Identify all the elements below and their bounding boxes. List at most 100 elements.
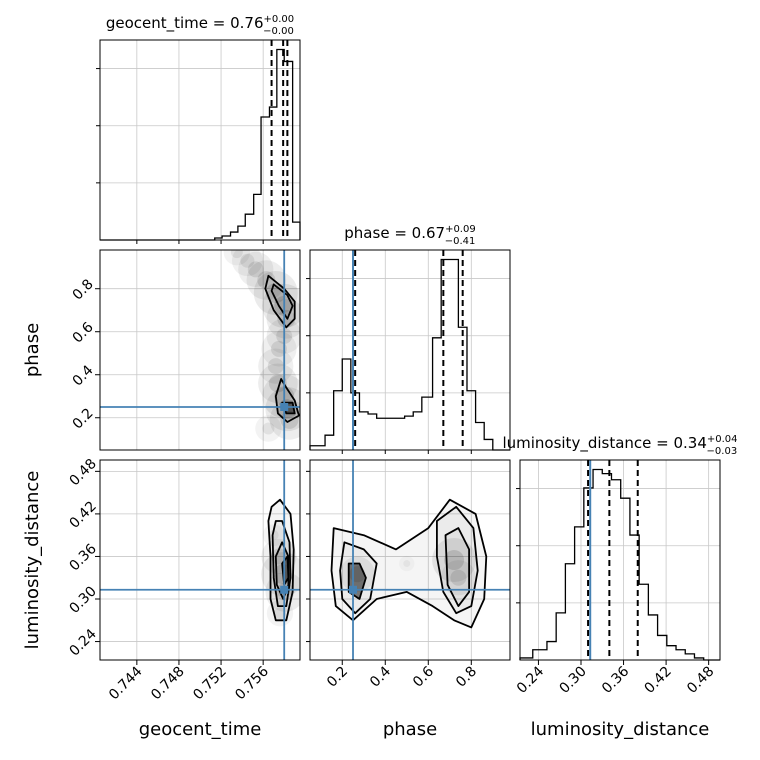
hist-bin	[547, 642, 556, 660]
density-core	[268, 374, 287, 393]
panel-frame	[309, 249, 511, 451]
2d-panel-geocent_time__luminosity_distance	[99, 459, 301, 661]
hist-bin	[387, 418, 396, 450]
density-layer	[100, 250, 300, 450]
density-core	[270, 340, 287, 357]
truth-marker	[349, 585, 358, 594]
hist-bin	[238, 226, 245, 240]
hist-step-line	[100, 48, 301, 241]
y-tick-label-phase: 0.4	[70, 362, 97, 389]
x-tick-label-geocent_time: 0.752	[190, 664, 230, 704]
density-blob	[266, 318, 300, 354]
hist-bin	[648, 615, 657, 660]
x-axis-label-geocent_time: geocent_time	[139, 719, 262, 740]
x-tick-label-geocent_time: 0.744	[106, 663, 146, 703]
hist-bin	[658, 635, 667, 660]
density-core	[267, 358, 284, 375]
hist-bin	[533, 650, 547, 660]
x-tick-label-phase: 0.6	[410, 663, 437, 690]
hist-bin	[611, 480, 620, 660]
contour-level	[444, 527, 471, 607]
panel-title-phase: phase = 0.67+0.09 −0.41	[344, 224, 475, 247]
hist-bin	[342, 359, 351, 450]
hist-panel-phase: phase = 0.67+0.09 −0.41	[306, 224, 511, 451]
2d-panel-geocent_time__phase	[99, 249, 301, 451]
hist-bin	[621, 498, 630, 660]
y-tick-label-luminosity_distance: 0.36	[66, 541, 99, 574]
density-layer	[310, 460, 510, 660]
density-blob	[262, 283, 300, 328]
density-blob	[440, 560, 476, 596]
panel-title-geocent_time: geocent_time = 0.76+0.00 −0.00	[106, 14, 294, 37]
hist-bin	[450, 260, 459, 450]
density-blob	[238, 251, 274, 287]
hist-bin	[405, 416, 414, 450]
x-tick-label-luminosity_distance: 0.24	[514, 663, 547, 696]
hist-bin	[484, 439, 493, 450]
density-blob	[253, 271, 298, 316]
hist-bin	[325, 435, 334, 450]
2d-panel-phase__luminosity_distance	[309, 459, 511, 661]
density-blob	[432, 538, 477, 582]
hist-bin	[422, 397, 433, 450]
x-axis-label-luminosity_distance: luminosity_distance	[531, 719, 710, 740]
panel-title-luminosity_distance: luminosity_distance = 0.34+0.04 −0.03	[502, 434, 737, 457]
density-core	[274, 607, 286, 620]
y-tick-label-phase: 0.6	[70, 319, 97, 346]
y-tick-label-luminosity_distance: 0.24	[66, 626, 99, 659]
hist-bin	[593, 470, 602, 660]
hist-bin	[667, 646, 676, 660]
density-core	[270, 548, 287, 565]
hist-bin	[245, 214, 253, 240]
hist-bin	[556, 613, 565, 660]
hist-bin	[254, 194, 261, 240]
y-axis-label-phase: phase	[22, 323, 43, 377]
x-tick-label-geocent_time: 0.748	[148, 664, 188, 704]
hist-bin	[261, 117, 269, 240]
hist-bin	[676, 650, 685, 660]
x-tick-label-luminosity_distance: 0.42	[642, 664, 675, 697]
hist-bin	[575, 527, 584, 660]
hist-bin	[293, 222, 300, 240]
hist-bin	[359, 412, 368, 450]
x-tick-label-phase: 0.2	[324, 664, 351, 691]
hist-bin	[396, 418, 405, 450]
hist-bin	[334, 391, 343, 450]
density-core	[240, 253, 255, 268]
x-tick-label-phase: 0.8	[453, 664, 480, 691]
x-tick-label-luminosity_distance: 0.30	[556, 664, 589, 697]
density-core	[268, 530, 279, 541]
panel-frame	[309, 459, 511, 661]
density-core	[257, 271, 276, 290]
hist-panel-geocent_time: geocent_time = 0.76+0.00 −0.00	[96, 14, 301, 241]
hist-bin	[368, 414, 377, 450]
density-layer	[100, 460, 300, 660]
density-core	[230, 250, 243, 259]
density-core	[247, 261, 264, 278]
density-blob	[258, 363, 298, 404]
hist-bin	[284, 61, 292, 240]
hist-bin	[476, 422, 485, 450]
x-tick-label-phase: 0.4	[367, 663, 394, 690]
hist-bin	[413, 412, 422, 450]
density-core	[262, 422, 275, 435]
y-tick-label-phase: 0.8	[70, 276, 97, 303]
density-blob	[246, 260, 287, 300]
density-core	[403, 560, 411, 568]
x-tick-label-luminosity_distance: 0.36	[599, 663, 632, 696]
truth-marker	[280, 585, 289, 594]
x-tick-label-luminosity_distance: 0.48	[684, 664, 717, 697]
density-core	[265, 283, 286, 304]
y-tick-label-luminosity_distance: 0.42	[66, 498, 99, 531]
panel-frame	[99, 249, 301, 451]
hist-bin	[639, 584, 648, 660]
truth-marker	[280, 402, 289, 411]
x-axis-label-phase: phase	[383, 719, 437, 740]
density-blob	[231, 250, 263, 277]
x-tick-label-geocent_time: 0.756	[232, 663, 272, 703]
contour-level	[270, 283, 294, 320]
hist-bin	[565, 564, 574, 660]
hist-bin	[685, 654, 694, 660]
density-core	[444, 550, 465, 570]
